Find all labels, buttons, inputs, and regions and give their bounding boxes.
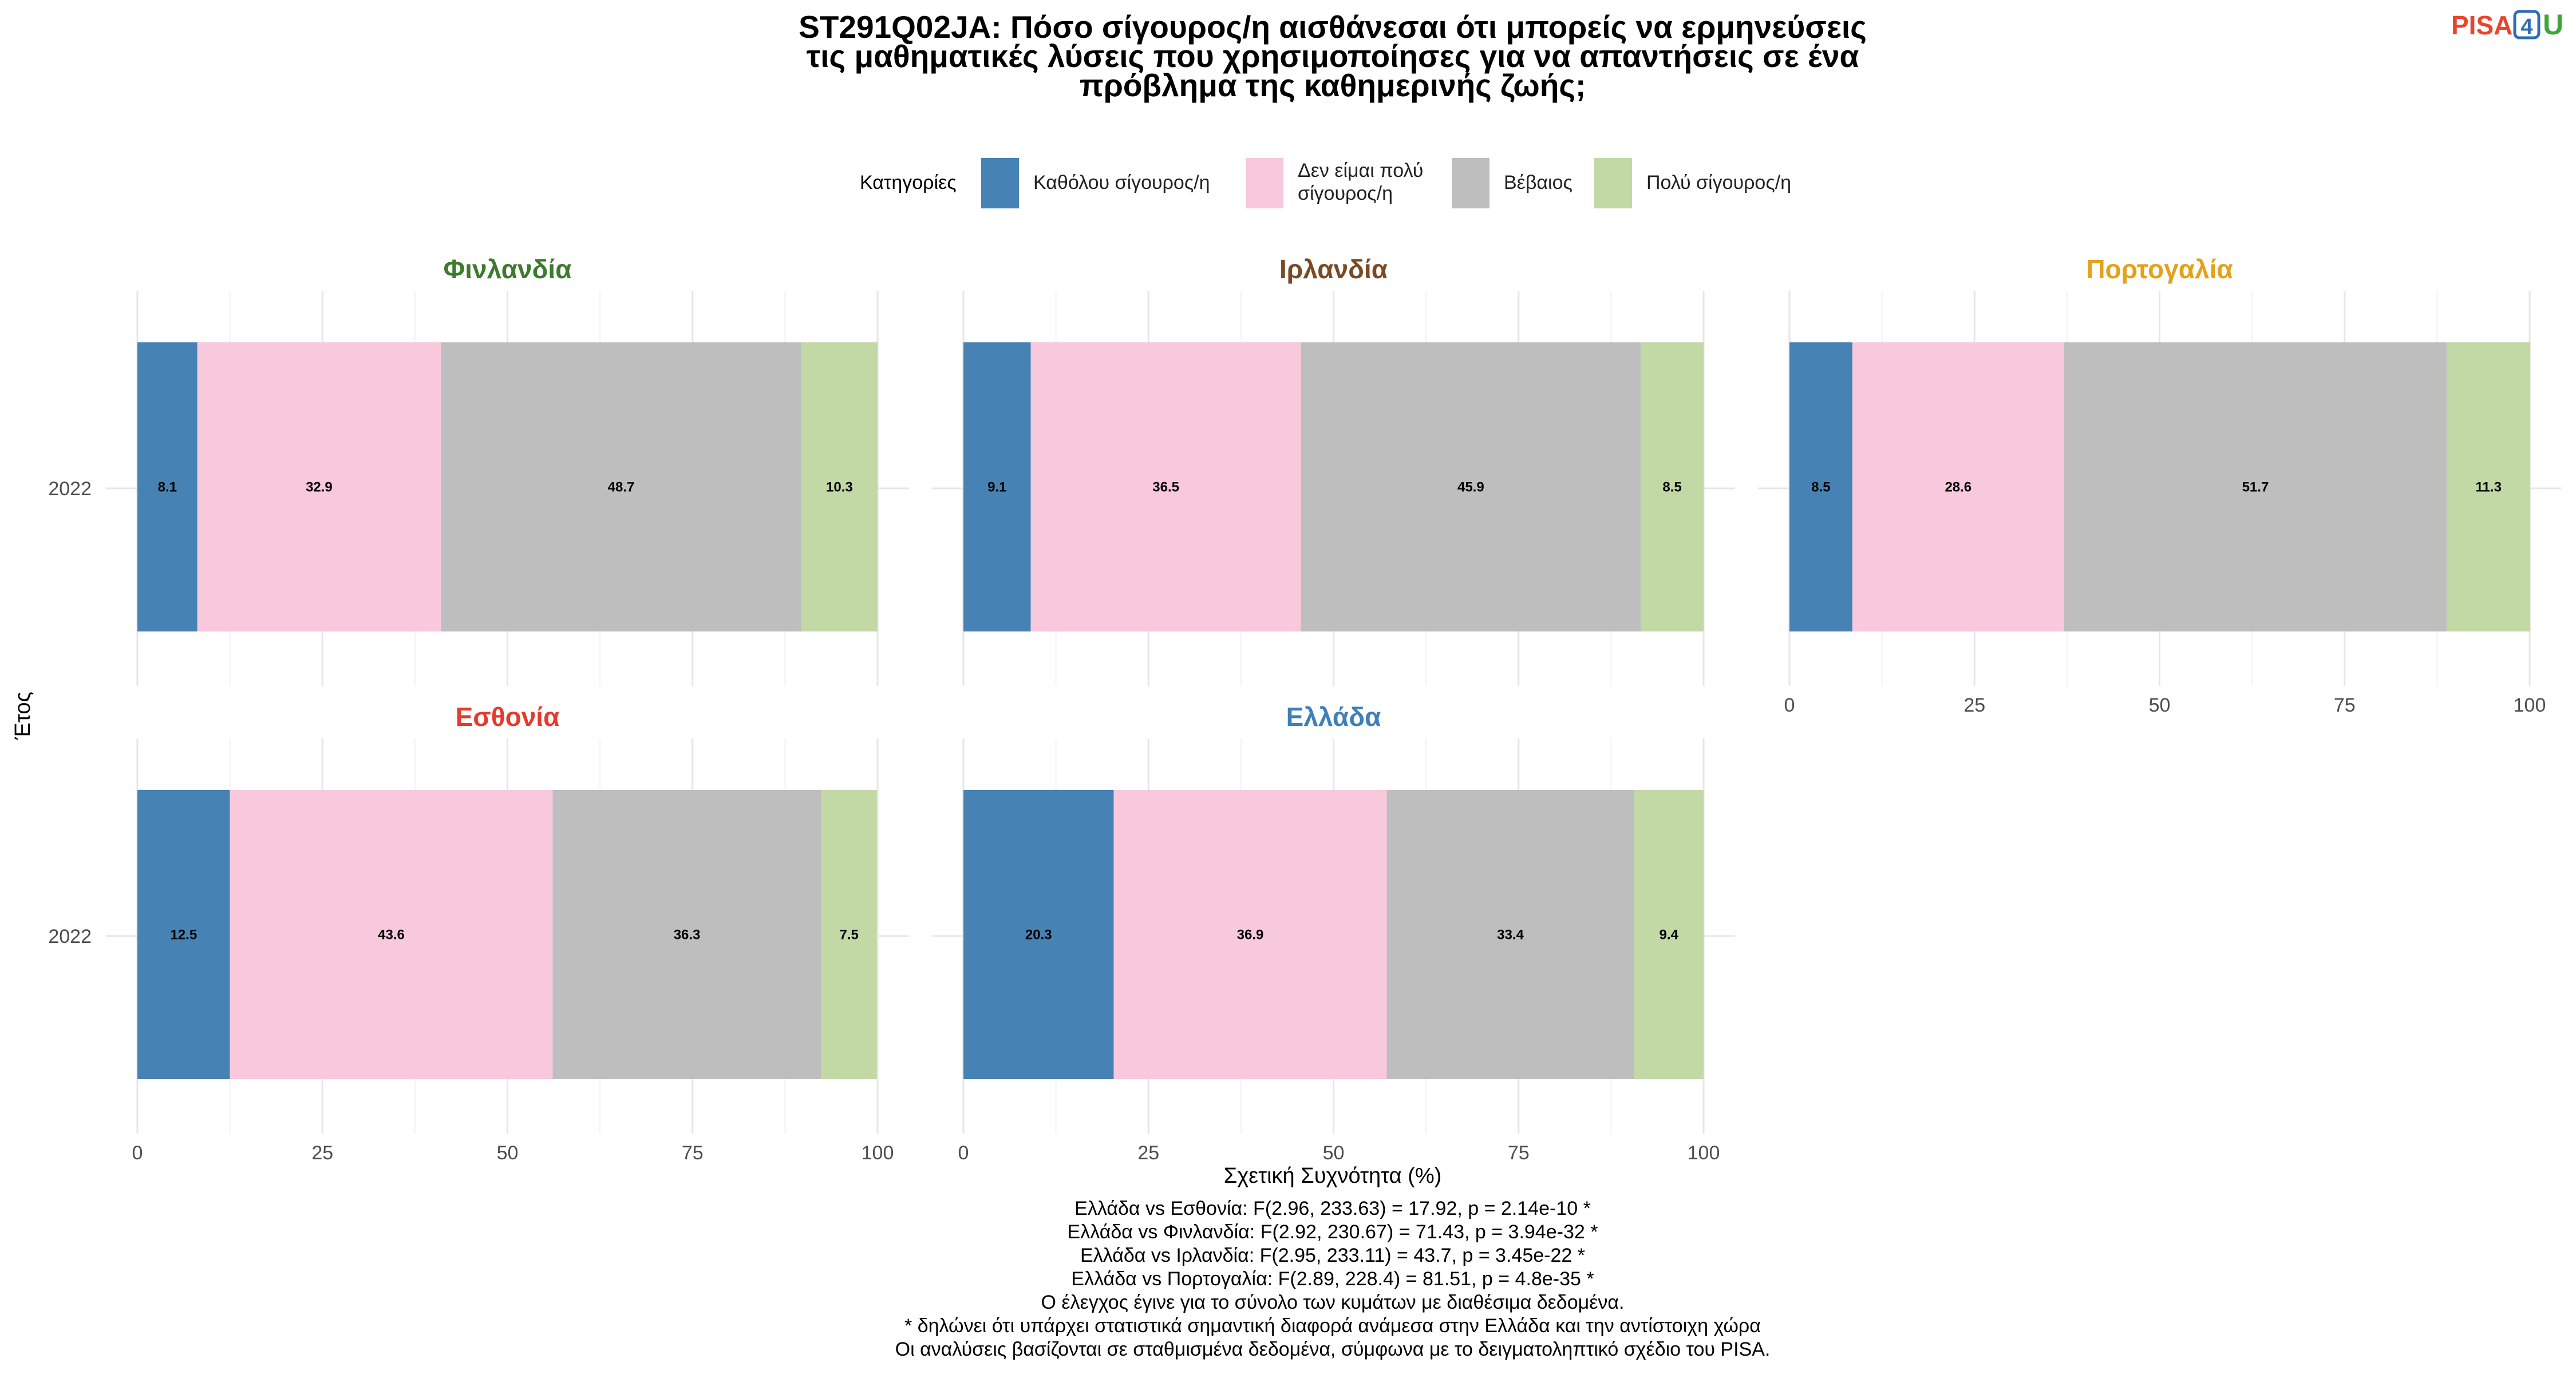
facet-panels: Φινλανδία 8.1 32.9 48.7 10.3 2022 Ιρλανδία 9.1 3… [48, 254, 2561, 1164]
legend-swatch [1452, 158, 1490, 208]
facet-title: Εσθονία [456, 702, 560, 732]
caption-line: Ελλάδα vs Φινλανδία: F(2.92, 230.67) = 7… [1068, 1221, 1598, 1243]
bar-value-label: 33.4 [1497, 927, 1524, 943]
chart-title-line: τις μαθηματικές λύσεις που χρησιμοποίησε… [807, 38, 1859, 74]
bar-segment [1852, 342, 2064, 631]
facet-title: Ελλάδα [1286, 702, 1381, 732]
x-tick-label: 25 [1963, 694, 1985, 716]
bar-segment [963, 790, 1114, 1079]
pisa4u-logo: PISA 4 U [2451, 9, 2563, 41]
bar-value-label: 10.3 [826, 480, 853, 495]
x-axis-title: Σχετική Συχνότητα (%) [1224, 1164, 1442, 1188]
bar-value-label: 7.5 [840, 927, 859, 943]
chart-title-line: πρόβλημα της καθημερινής ζωής; [1080, 68, 1586, 103]
chart-legend: Κατηγορίες Καθόλου σίγουρος/η Δεν είμαι πο… [860, 158, 1791, 208]
legend-swatch [981, 158, 1019, 208]
y-tick-label: 2022 [48, 478, 92, 500]
legend-label: Πολύ σίγουρος/η [1646, 172, 1791, 194]
bar-segment [197, 342, 441, 631]
bar-value-label: 9.1 [987, 480, 1006, 495]
bar-value-label: 20.3 [1025, 927, 1052, 943]
chart-title: ST291Q02JA: Πόσο σίγουρος/η αισθάνεσαι ό… [799, 9, 1867, 103]
logo-badge-frame [2513, 10, 2541, 40]
bar-value-label: 8.1 [158, 480, 177, 495]
legend-label: Καθόλου σίγουρος/η [1033, 172, 1210, 194]
x-tick-label: 75 [2334, 694, 2356, 716]
bar-value-label: 28.6 [1945, 480, 1971, 495]
bar-segment [1641, 342, 1704, 631]
bar-value-label: 45.9 [1457, 480, 1484, 495]
legend-swatch [1594, 158, 1632, 208]
bar-segment [552, 790, 821, 1079]
caption-line: Οι αναλύσεις βασίζονται σε σταθμισμένα δ… [895, 1339, 1771, 1360]
bar-value-label: 9.4 [1660, 927, 1679, 943]
legend-swatch [1246, 158, 1283, 208]
x-tick-label: 50 [497, 1142, 519, 1164]
bar-segment [821, 790, 877, 1079]
x-tick-label: 75 [1508, 1142, 1530, 1164]
bar-segment [1030, 342, 1301, 631]
bar-value-label: 11.3 [2476, 480, 2502, 495]
bar-segment [801, 342, 878, 631]
x-tick-label: 100 [862, 1142, 894, 1164]
bar-segment [137, 342, 197, 631]
facet-title: Ιρλανδία [1279, 254, 1388, 284]
logo-text-u: U [2543, 9, 2563, 41]
bar-value-label: 48.7 [608, 480, 635, 495]
bar-value-label: 43.6 [378, 927, 405, 943]
bar-segment [2447, 342, 2531, 631]
chart-caption: Ελλάδα vs Εσθονία: F(2.96, 233.63) = 17.… [895, 1198, 1771, 1360]
facet-title: Πορτογαλία [2086, 254, 2233, 284]
logo-text-4: 4 [2520, 15, 2532, 39]
y-axis-title: Έτος [11, 692, 35, 740]
facet-panel: Εσθονία 12.5 43.6 36.3 7.5 2022 0 25 50 75 100 [48, 702, 909, 1164]
bar-segment [2064, 342, 2447, 631]
legend-title: Κατηγορίες [860, 172, 957, 194]
x-tick-label: 0 [1784, 694, 1795, 716]
bar-value-label: 8.5 [1662, 480, 1681, 495]
bar-value-label: 8.5 [1811, 480, 1830, 495]
bar-value-label: 36.3 [674, 927, 701, 943]
bar-segment [1301, 342, 1641, 631]
x-tick-label: 75 [682, 1142, 704, 1164]
bar-segment [963, 342, 1031, 631]
x-tick-label: 25 [1137, 1142, 1159, 1164]
x-tick-label: 50 [1323, 1142, 1345, 1164]
bar-segment [230, 790, 553, 1079]
legend-label: Βέβαιος [1504, 172, 1573, 194]
x-tick-label: 25 [311, 1142, 333, 1164]
bar-value-label: 36.9 [1237, 927, 1264, 943]
legend-label: Δεν είμαι πολύ [1298, 160, 1423, 181]
caption-line: Ελλάδα vs Εσθονία: F(2.96, 233.63) = 17.… [1074, 1198, 1591, 1219]
caption-line: Ελλάδα vs Ιρλανδία: F(2.95, 233.11) = 43… [1080, 1245, 1585, 1266]
bar-segment [1386, 790, 1634, 1079]
facet-panel: Ιρλανδία 9.1 36.5 45.9 8.5 [932, 254, 1735, 686]
chart-title-line: ST291Q02JA: Πόσο σίγουρος/η αισθάνεσαι ό… [799, 9, 1867, 45]
bar-value-label: 51.7 [2242, 480, 2269, 495]
caption-line: Ο έλεγχος έγινε για το σύνολο των κυμάτω… [1041, 1292, 1625, 1313]
x-tick-label: 50 [2149, 694, 2171, 716]
facet-panel: Πορτογαλία 8.5 28.6 51.7 11.3 0 25 50 75 100 [1758, 254, 2561, 716]
facet-panel: Φινλανδία 8.1 32.9 48.7 10.3 2022 [48, 254, 909, 686]
x-tick-label: 0 [958, 1142, 969, 1164]
caption-line: Ελλάδα vs Πορτογαλία: F(2.89, 228.4) = 8… [1071, 1268, 1594, 1290]
bar-value-label: 32.9 [306, 480, 333, 495]
logo-text-pisa: PISA [2451, 10, 2512, 40]
bar-segment [1789, 342, 1852, 631]
bar-value-label: 36.5 [1152, 480, 1179, 495]
x-tick-label: 100 [1688, 1142, 1720, 1164]
bar-segment [137, 790, 230, 1079]
y-tick-label: 2022 [48, 926, 92, 947]
facet-panel: Ελλάδα 20.3 36.9 33.4 9.4 0 25 50 75 100 [932, 702, 1735, 1164]
x-tick-label: 100 [2514, 694, 2546, 716]
legend-label: σίγουρος/η [1298, 183, 1393, 204]
bar-segment [1634, 790, 1704, 1079]
x-tick-label: 0 [132, 1142, 143, 1164]
bar-segment [441, 342, 801, 631]
facet-title: Φινλανδία [444, 254, 572, 284]
bar-segment [1113, 790, 1387, 1079]
bar-value-label: 12.5 [170, 927, 197, 943]
caption-line: * δηλώνει ότι υπάρχει στατιστικά σημαντι… [904, 1315, 1761, 1337]
